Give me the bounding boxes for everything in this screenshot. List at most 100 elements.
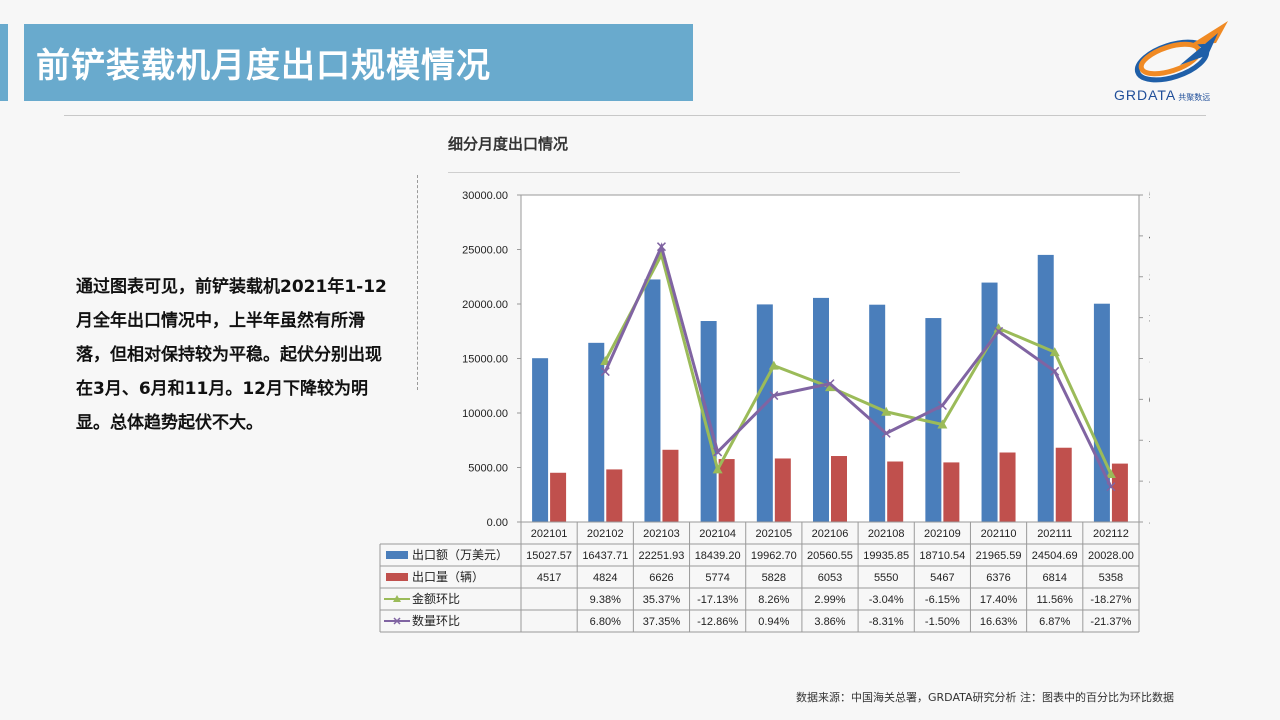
data-label: 24504.69: [1032, 550, 1078, 562]
dashed-divider: [417, 175, 418, 390]
data-label: 6.80%: [590, 616, 621, 628]
y-tick-label: 30000.00: [462, 190, 508, 202]
point-triangle: [712, 464, 723, 474]
data-label: -3.04%: [869, 594, 904, 606]
point-x: [713, 447, 723, 457]
point-triangle: [937, 419, 948, 429]
y2-tick-label: 10.00%: [1149, 354, 1150, 366]
point-x: [994, 326, 1004, 336]
x-tick-label: 202101: [531, 528, 568, 540]
y2-tick-label: 50.00%: [1149, 190, 1150, 202]
point-triangle: [993, 323, 1004, 333]
chart-title: 细分月度出口情况: [448, 135, 569, 153]
y2-tick-label: 40.00%: [1149, 231, 1150, 243]
page-title: 前铲装载机月度出口规模情况: [36, 46, 491, 86]
data-label: 6.87%: [1039, 616, 1070, 628]
bar-export-value: [532, 358, 549, 522]
legend-marker: [393, 595, 401, 602]
data-label: 0.94%: [758, 616, 789, 628]
bar-export-value: [925, 318, 942, 522]
logo-text: GRDATA 共聚数远: [1114, 87, 1211, 103]
data-label: 6376: [986, 572, 1010, 584]
line-x: [603, 242, 1113, 488]
legend-marker: [393, 617, 401, 625]
combo-chart: 0.00 5000.00 10000.00 15000.00 20000.00 25000…: [379, 190, 1150, 633]
point-x: [1050, 366, 1060, 376]
title-bar: 前铲装载机月度出口规模情况: [24, 24, 693, 101]
point-x: [825, 379, 835, 389]
data-label: -8.31%: [869, 616, 904, 628]
bar-export-value: [1093, 303, 1110, 522]
x-tick-label: 202106: [812, 528, 849, 540]
data-label: 19962.70: [751, 550, 797, 562]
data-label: 8.26%: [758, 594, 789, 606]
y2-tick-label: 0.00%: [1149, 394, 1150, 406]
x-tick-label: 202105: [755, 528, 792, 540]
data-label: 19935.85: [863, 550, 909, 562]
chart-title-underline: [448, 172, 960, 173]
point-x: [881, 428, 891, 438]
y2-tick-label: 20.00%: [1149, 313, 1150, 325]
data-label: 4824: [593, 572, 617, 584]
x-tick-label: 202103: [643, 528, 680, 540]
x-tick-label: 202109: [924, 528, 961, 540]
bar-export-quantity: [1055, 447, 1072, 522]
data-label: -1.50%: [925, 616, 960, 628]
point-x: [769, 391, 779, 401]
data-label: 18439.20: [695, 550, 741, 562]
data-label: -12.86%: [697, 616, 738, 628]
point-triangle: [825, 382, 835, 392]
data-label: 2.99%: [814, 594, 845, 606]
legend-label: 数量环比: [412, 613, 460, 628]
x-tick-label: 202110: [981, 528, 1017, 540]
legend-label: 金额环比: [412, 591, 460, 606]
data-label: 6053: [818, 572, 842, 584]
legend-label: 出口量（辆）: [412, 570, 484, 584]
bar-export-quantity: [831, 456, 847, 522]
y-tick-label: 0.00: [487, 517, 508, 529]
data-label: 15027.57: [526, 550, 572, 562]
data-label: 5774: [705, 572, 729, 584]
y2-tick-label: -10.00%: [1149, 435, 1150, 447]
grdata-logo-icon: [1134, 21, 1228, 83]
x-tick-label: 202102: [587, 528, 624, 540]
bar-export-value: [644, 279, 661, 522]
bar-export-value: [756, 304, 773, 522]
y-tick-label: 20000.00: [462, 299, 508, 311]
data-label: 6626: [649, 572, 673, 584]
point-x: [1106, 482, 1116, 492]
data-label: 5550: [874, 572, 898, 584]
point-x: [656, 242, 666, 252]
data-label: 20028.00: [1088, 550, 1134, 562]
bar-export-quantity: [718, 459, 735, 522]
legend-label: 出口额（万美元）: [412, 548, 508, 562]
x-tick-label: 202104: [699, 528, 736, 540]
data-label: 37.35%: [643, 616, 681, 628]
data-label: 35.37%: [643, 594, 681, 606]
description-text: 通过图表可见，前铲装载机2021年1-12月全年出口情况中，上半年虽然有所滑落，…: [76, 277, 387, 433]
footnote: 数据来源：中国海关总署，GRDATA研究分析 注：图表中的百分比为环比数据: [796, 691, 1174, 704]
data-label: 21965.59: [976, 550, 1022, 562]
y2-tick-label: -30.00%: [1149, 517, 1150, 529]
point-triangle: [1105, 469, 1116, 479]
point-x: [937, 400, 947, 411]
data-label: -6.15%: [925, 594, 960, 606]
line-triangle: [603, 250, 1113, 475]
data-label: 18710.54: [919, 550, 965, 562]
data-label: 4517: [537, 572, 561, 584]
bar-export-quantity: [887, 461, 904, 522]
data-label: -17.13%: [697, 594, 738, 606]
y-tick-label: 5000.00: [468, 463, 508, 475]
data-label: 11.56%: [1036, 594, 1073, 606]
data-label: 16.63%: [980, 616, 1018, 628]
bar-export-value: [1037, 254, 1054, 523]
title-left-accent: [0, 24, 8, 101]
x-tick-label: 202108: [868, 528, 905, 540]
data-label: 5358: [1099, 572, 1123, 584]
x-tick-label: 202111: [1037, 528, 1072, 540]
bar-export-quantity: [774, 458, 791, 522]
bar-export-quantity: [662, 449, 679, 522]
bar-export-value: [588, 342, 605, 522]
y2-tick-label: -20.00%: [1149, 476, 1150, 488]
data-label: 5828: [762, 572, 786, 584]
